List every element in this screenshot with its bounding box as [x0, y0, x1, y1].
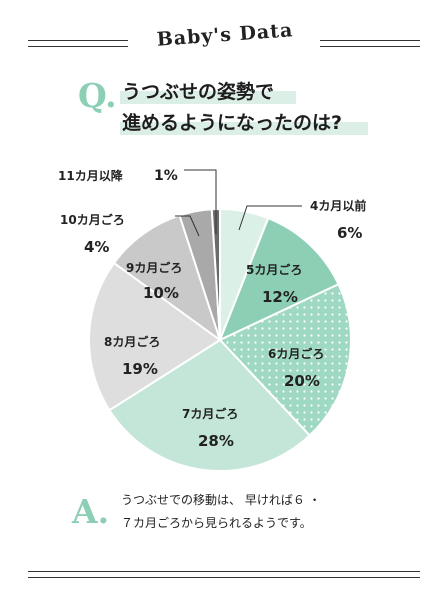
- label-11m-category: 11カ月以降: [58, 168, 124, 183]
- question-highlight-2: [120, 122, 368, 135]
- pie-slices: [88, 207, 352, 472]
- leader-line-4m: [238, 205, 302, 231]
- leader-line-10m: [175, 215, 200, 237]
- label-6m-value: 20%: [284, 372, 320, 390]
- answer-line-1: うつぶせでの移動は、 早ければ６ ・: [121, 493, 321, 507]
- label-9m-value: 10%: [143, 284, 179, 302]
- question-mark: Q.: [78, 76, 117, 115]
- leader-lines: [175, 169, 302, 237]
- leader-line-11m: [184, 169, 217, 234]
- header-title: Baby's Data: [156, 19, 294, 51]
- header-rule-right: [320, 40, 420, 47]
- label-4m-value: 6%: [337, 224, 362, 242]
- label-10m-value: 4%: [84, 238, 109, 256]
- label-8m-value: 19%: [122, 360, 158, 378]
- pie-chart: 11カ月以降 1% 10カ月ごろ 4% 9カ月ごろ 10% 8カ月ごろ 19% …: [58, 168, 366, 472]
- label-4m-category: 4カ月以前: [310, 198, 366, 213]
- answer-line-2: ７カ月ごろから見られるようです。: [121, 516, 312, 530]
- slice-7m: [108, 338, 312, 472]
- slice-8m: [88, 261, 222, 412]
- label-7m-value: 28%: [198, 432, 234, 450]
- label-10m-category: 10カ月ごろ: [60, 212, 125, 227]
- question-highlight-1: [120, 91, 296, 104]
- label-9m-category: 9カ月ごろ: [126, 260, 182, 275]
- header-rule-left: [28, 40, 128, 47]
- slice-6m: [218, 282, 352, 437]
- label-5m-value: 12%: [262, 288, 298, 306]
- footer-rule: [28, 571, 420, 578]
- question-line-1: うつぶせの姿勢で: [122, 81, 275, 103]
- question-line-2: 進めるようになったのは?: [122, 112, 343, 134]
- slice-5m: [218, 216, 340, 342]
- label-7m-category: 7カ月ごろ: [182, 406, 238, 421]
- label-8m-category: 8カ月ごろ: [104, 334, 160, 349]
- label-6m-category: 6カ月ごろ: [268, 346, 324, 361]
- label-11m-value: 1%: [154, 168, 178, 184]
- label-5m-category: 5カ月ごろ: [246, 262, 302, 277]
- answer-mark: A.: [72, 492, 110, 531]
